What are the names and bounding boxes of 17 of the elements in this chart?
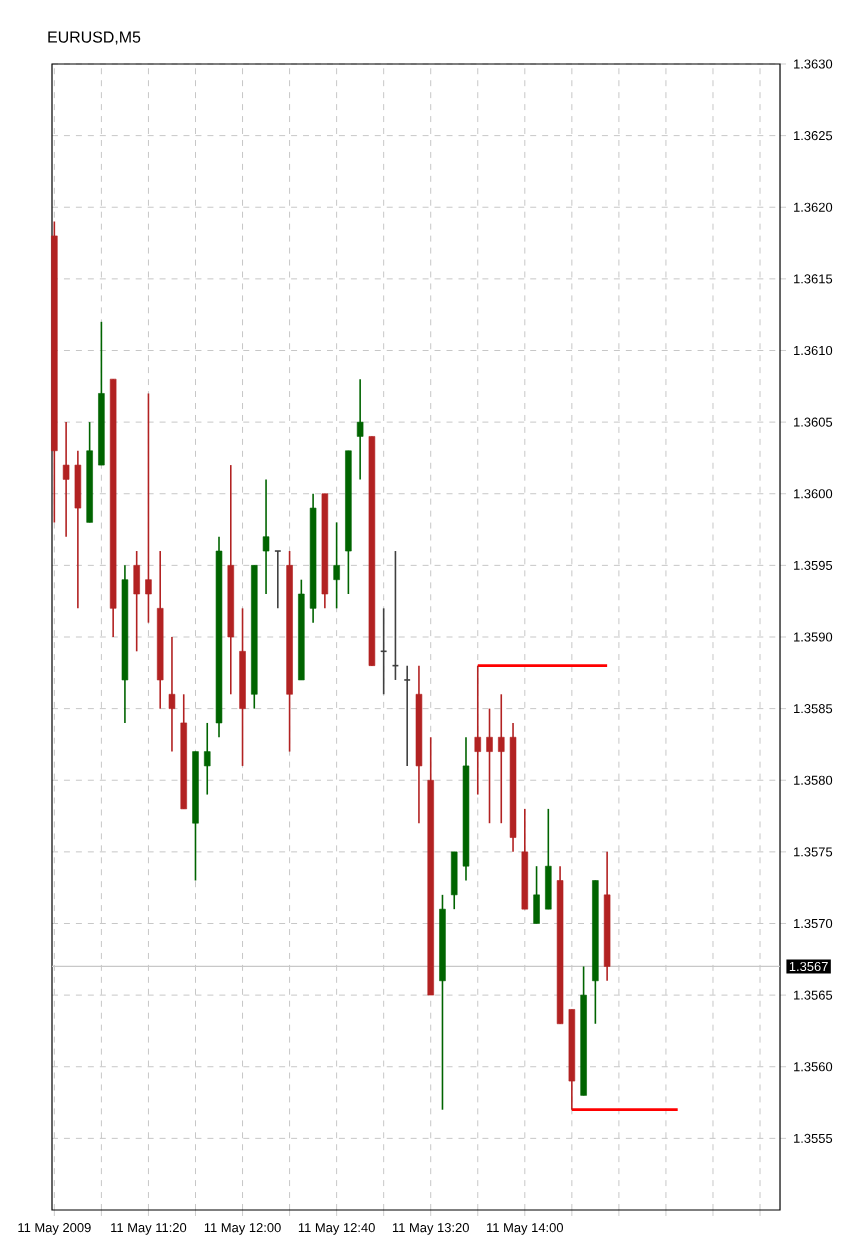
candlestick [545, 808, 552, 910]
candlestick [403, 664, 411, 767]
candlestick [145, 392, 152, 624]
candlestick [474, 664, 481, 796]
candlestick [74, 449, 82, 610]
candlestick [204, 722, 211, 796]
candlestick [168, 636, 176, 753]
candlestick [498, 693, 505, 825]
candlestick [533, 865, 540, 925]
candlestick [450, 851, 458, 910]
candlestick [356, 378, 364, 481]
candlestick [274, 550, 282, 610]
candlestick [262, 478, 270, 595]
candlestick [333, 521, 340, 610]
candlestick [62, 421, 70, 538]
candlestick [486, 707, 493, 825]
candlestick [133, 550, 140, 653]
